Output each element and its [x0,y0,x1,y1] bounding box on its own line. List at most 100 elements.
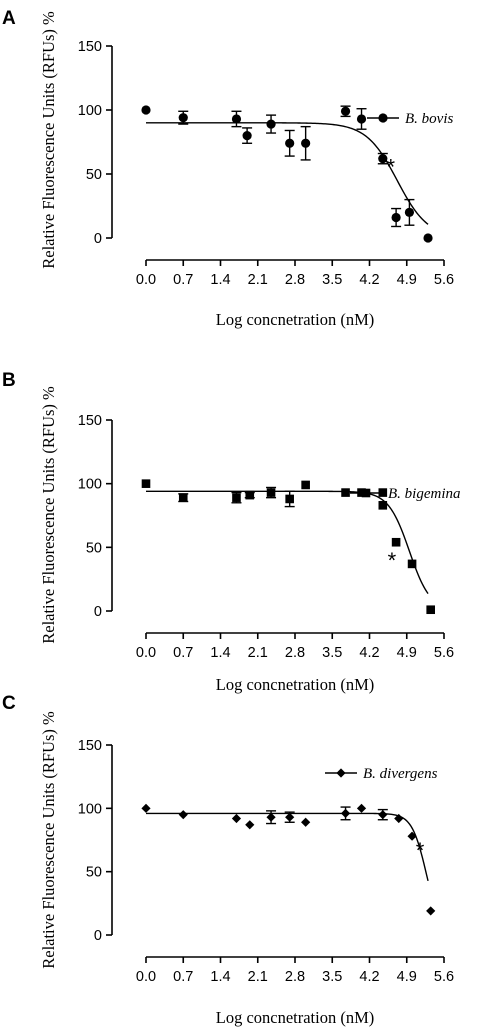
x-tick-label: 0.7 [173,645,193,661]
data-point [394,813,404,824]
legend-marker [361,488,371,498]
x-tick-label: 0.0 [136,645,156,661]
y-tick-label: 50 [86,865,102,881]
legend-marker [378,113,388,123]
significance-asterisk: * [387,154,396,179]
legend-label: B. bovis [405,111,453,127]
data-point [341,488,350,497]
data-point [266,119,276,129]
y-tick-label: 100 [78,103,102,119]
data-point [378,810,388,820]
x-tick-label: 0.7 [173,969,193,985]
data-point [242,131,252,141]
x-tick-label: 2.8 [285,969,305,985]
x-tick-label: 1.4 [210,272,230,288]
data-point [423,233,433,243]
significance-asterisk: * [416,838,425,863]
x-tick-label: 0.7 [173,272,193,288]
legend: B. bigemina [350,486,461,502]
data-point [426,605,435,615]
y-tick-label: 0 [94,928,102,944]
data-point [340,106,351,116]
y-tick-label: 100 [78,477,102,493]
data-point [426,906,436,916]
y-tick-label: 50 [86,167,102,183]
y-tick-label: 0 [94,231,102,247]
x-tick-label: 2.1 [248,969,268,985]
x-tick-label: 5.6 [434,272,454,288]
data-point [141,105,151,115]
legend-label: B. bigemina [388,486,461,502]
data-point [178,493,188,502]
x-tick-label: 3.5 [322,969,342,985]
data-point [356,114,367,124]
data-point [141,803,151,813]
data-point [285,138,295,148]
x-tick-label: 1.4 [210,645,230,661]
data-point [378,488,388,497]
legend: B. bovis [367,111,453,127]
data-point [301,817,311,827]
significance-asterisk: * [388,548,397,573]
data-point [378,154,388,164]
panel-a-letter: A [2,8,16,29]
chart-b: 0 50 100 150 0.0 0.7 1.4 2.1 2.8 3.5 4.2 4.9 5.6 Log … [39,386,461,694]
data-point [245,820,255,830]
fit-curve [146,812,429,882]
x-tick-label: 2.1 [248,272,268,288]
x-tick-label: 2.8 [285,645,305,661]
x-tick-label: 3.5 [322,645,342,661]
panel-c-letter: C [2,693,16,714]
data-point [404,207,415,217]
data-point [356,803,367,813]
chart-c: 0 50 100 150 0.0 0.7 1.4 2.1 2.8 3.5 4.2 4.9 5.6 Log … [39,711,454,1027]
panel-b: B 0 50 100 150 0.0 0.7 1.4 2.1 2.8 3.5 4.2 4.9 5.6 Lo… [0,345,484,694]
data-point [245,490,255,500]
x-tick-label: 5.6 [434,969,454,985]
x-tick-label: 2.8 [285,272,305,288]
x-tick-label: 5.6 [434,645,454,661]
x-tick-label: 0.0 [136,969,156,985]
y-tick-label: 50 [86,540,102,556]
data-point [232,493,241,502]
data-point [391,212,401,223]
data-point [301,138,311,148]
data-point [407,559,417,569]
data-point [178,810,188,820]
x-tick-label: 4.9 [397,272,417,288]
y-tick-label: 150 [78,39,102,55]
data-point [285,494,294,504]
panel-b-letter: B [2,370,16,391]
data-point [266,488,276,497]
data-point [301,480,310,490]
fit-curve [146,122,429,225]
y-tick-label: 150 [78,413,102,429]
x-tick-label: 0.0 [136,272,156,288]
x-tick-label: 4.2 [359,272,379,288]
data-point [340,808,351,818]
x-tick-label: 2.1 [248,645,268,661]
y-tick-label: 0 [94,604,102,620]
y-axis-title: Relative Fluorescence Units (RFUs) % [39,386,58,644]
data-point [141,479,151,488]
panel-c: C 0 50 100 150 0.0 0.7 1.4 2.1 2.8 3.5 4.2 4.9 5.6 Lo… [0,690,484,1031]
y-axis-title: Relative Fluorescence Units (RFUs) % [39,711,58,969]
y-axis-title: Relative Fluorescence Units (RFUs) % [39,11,58,269]
x-tick-label: 4.2 [359,969,379,985]
x-tick-label: 4.9 [397,969,417,985]
y-tick-label: 150 [78,738,102,754]
data-point [231,813,242,824]
legend-label: B. divergens [363,766,438,782]
x-tick-label: 4.9 [397,645,417,661]
x-tick-label: 3.5 [322,272,342,288]
legend-marker [336,768,346,778]
x-axis-title: Log concnetration (nM) [216,310,375,329]
data-point [391,537,401,547]
y-tick-label: 100 [78,801,102,817]
data-point [378,501,388,510]
x-axis-title: Log concnetration (nM) [216,1008,375,1027]
x-axis-title: Log concnetration (nM) [216,675,375,694]
legend: B. divergens [325,766,438,782]
chart-a: 0 50 100 150 0.0 0.7 1.4 2.1 2.8 3.5 4.2 4.9 5.6 Log … [39,11,454,329]
panel-a: A 0 50 100 150 0.0 0.7 1.4 2.1 2.8 3.5 4.2 4.9 5.6 Lo… [0,0,484,345]
